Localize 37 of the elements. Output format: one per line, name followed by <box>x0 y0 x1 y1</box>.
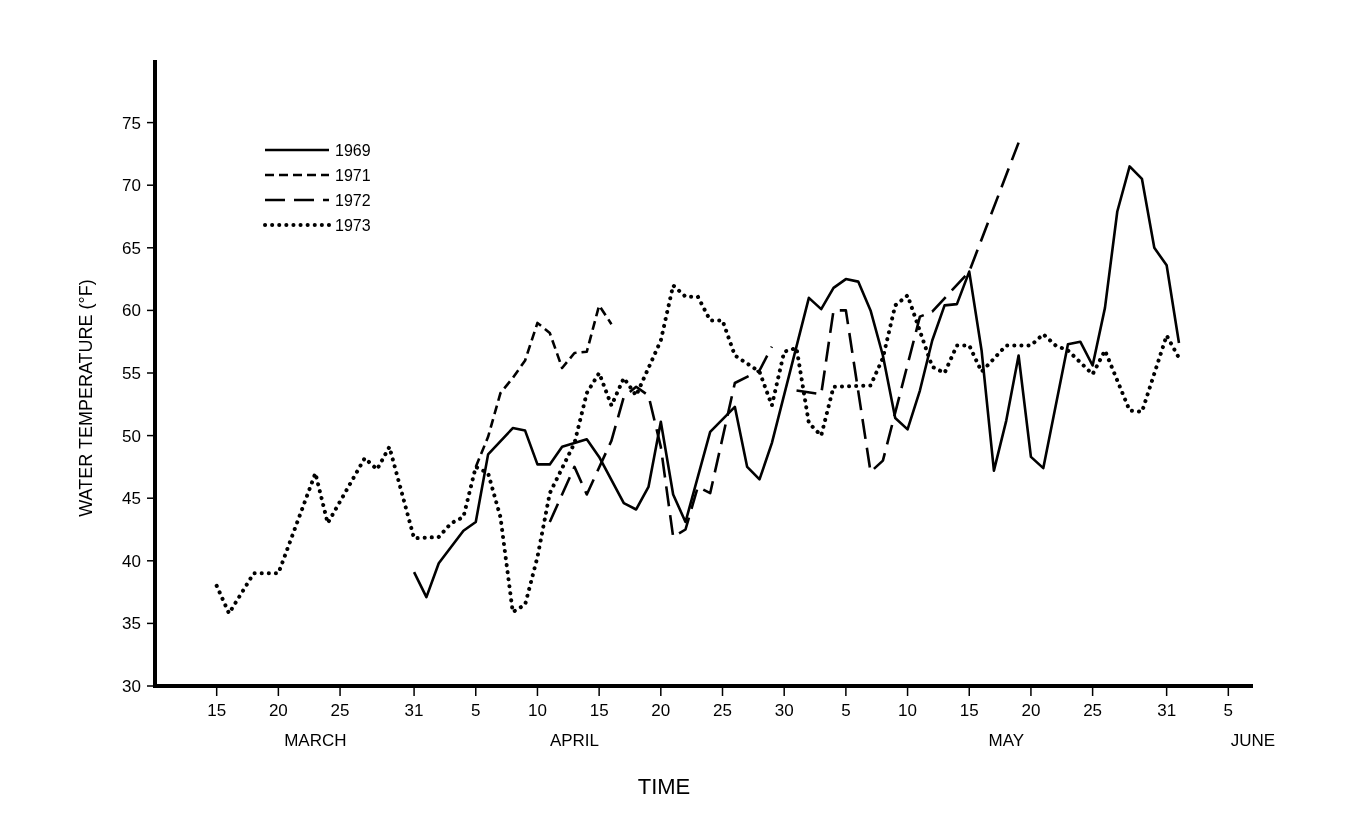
x-tick-label: 31 <box>404 701 424 720</box>
x-tick-label: 5 <box>1223 701 1234 720</box>
y-tick-label: 50 <box>122 426 141 446</box>
x-tick-label: 20 <box>1021 701 1041 720</box>
y-axis-title: WATER TEMPERATURE (°F) <box>76 279 96 517</box>
x2-tick-label: APRIL <box>549 731 600 750</box>
x-tick-label: 15 <box>959 701 979 720</box>
x-tick-label: 10 <box>898 701 918 720</box>
y-tick-label: 75 <box>122 113 141 133</box>
legend-label: 1973 <box>335 216 371 234</box>
x-tick-label: 15 <box>589 701 609 720</box>
x-tick-label: 31 <box>1157 701 1177 720</box>
y-tick-label: 45 <box>122 489 141 509</box>
x2-tick-label: MAY <box>988 731 1025 750</box>
x-tick-label: 20 <box>651 701 671 720</box>
x-tick-label: 10 <box>527 701 547 720</box>
legend-label: 1969 <box>335 141 371 159</box>
x-axis-title: TIME <box>637 774 691 799</box>
y-tick-label: 70 <box>122 176 141 196</box>
x-tick-label: 25 <box>1083 701 1103 720</box>
legend-label: 1972 <box>335 191 371 209</box>
x-tick-label: 5 <box>841 701 851 720</box>
x2-tick-label: JUNE <box>1230 731 1276 750</box>
legend-label: 1971 <box>335 166 371 184</box>
y-tick-label: 60 <box>122 301 141 321</box>
x-tick-label: 25 <box>713 701 732 720</box>
y-tick-label: 65 <box>122 238 141 258</box>
x-tick-label: 25 <box>330 701 350 720</box>
x-tick-label: 5 <box>471 701 481 720</box>
x-tick-label: 30 <box>774 701 794 720</box>
x2-tick-label: MARCH <box>284 731 347 750</box>
y-tick-label: 30 <box>122 676 141 696</box>
y-tick-label: 55 <box>122 363 141 383</box>
x-tick-label: 15 <box>207 701 227 720</box>
x-tick-label: 20 <box>268 701 288 720</box>
y-tick-label: 35 <box>122 614 141 634</box>
y-tick-label: 40 <box>122 551 141 571</box>
